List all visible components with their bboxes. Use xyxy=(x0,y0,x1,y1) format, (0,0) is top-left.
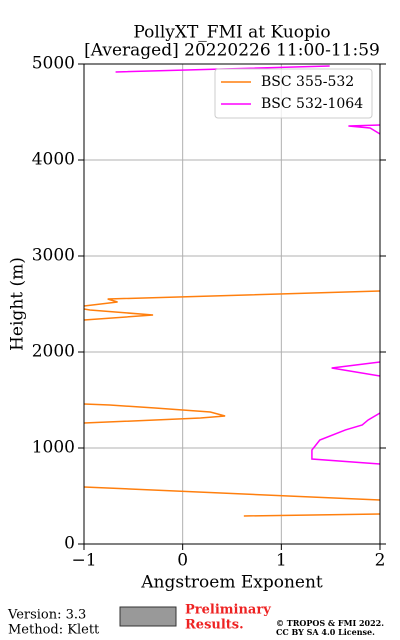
y-tick-label: 0 xyxy=(64,534,75,554)
results: Results. xyxy=(185,618,244,633)
chart-title: PollyXT_FMI at Kuopio xyxy=(133,23,330,43)
copyright: © TROPOS & FMI 2022. xyxy=(276,618,384,628)
license-icon xyxy=(119,606,177,627)
y-tick-label: 1000 xyxy=(32,438,75,458)
y-tick-label: 5000 xyxy=(32,54,75,74)
x-axis-label: Angstroem Exponent xyxy=(140,573,323,593)
legend-label: BSC 355-532 xyxy=(261,74,354,90)
method: Method: Klett xyxy=(8,623,100,638)
x-tick-label: −1 xyxy=(71,551,96,571)
license: CC BY SA 4.0 License. xyxy=(276,627,375,637)
y-tick-label: 2000 xyxy=(32,342,75,362)
y-axis-label: Height (m) xyxy=(8,257,28,351)
legend-label: BSC 532-1064 xyxy=(261,96,363,112)
data-line xyxy=(84,290,380,517)
x-tick-label: 2 xyxy=(375,551,386,571)
data-line xyxy=(115,65,380,465)
y-tick-label: 4000 xyxy=(32,150,75,170)
x-tick-label: 0 xyxy=(177,551,188,571)
y-tick-label: 3000 xyxy=(32,246,75,266)
plot-frame xyxy=(83,63,381,545)
preliminary: Preliminary xyxy=(185,603,271,618)
legend-box xyxy=(214,68,373,119)
chart-subtitle: [Averaged] 20220226 11:00-11:59 xyxy=(84,41,380,61)
version: Version: 3.3 xyxy=(7,608,86,623)
x-tick-label: 1 xyxy=(276,551,287,571)
